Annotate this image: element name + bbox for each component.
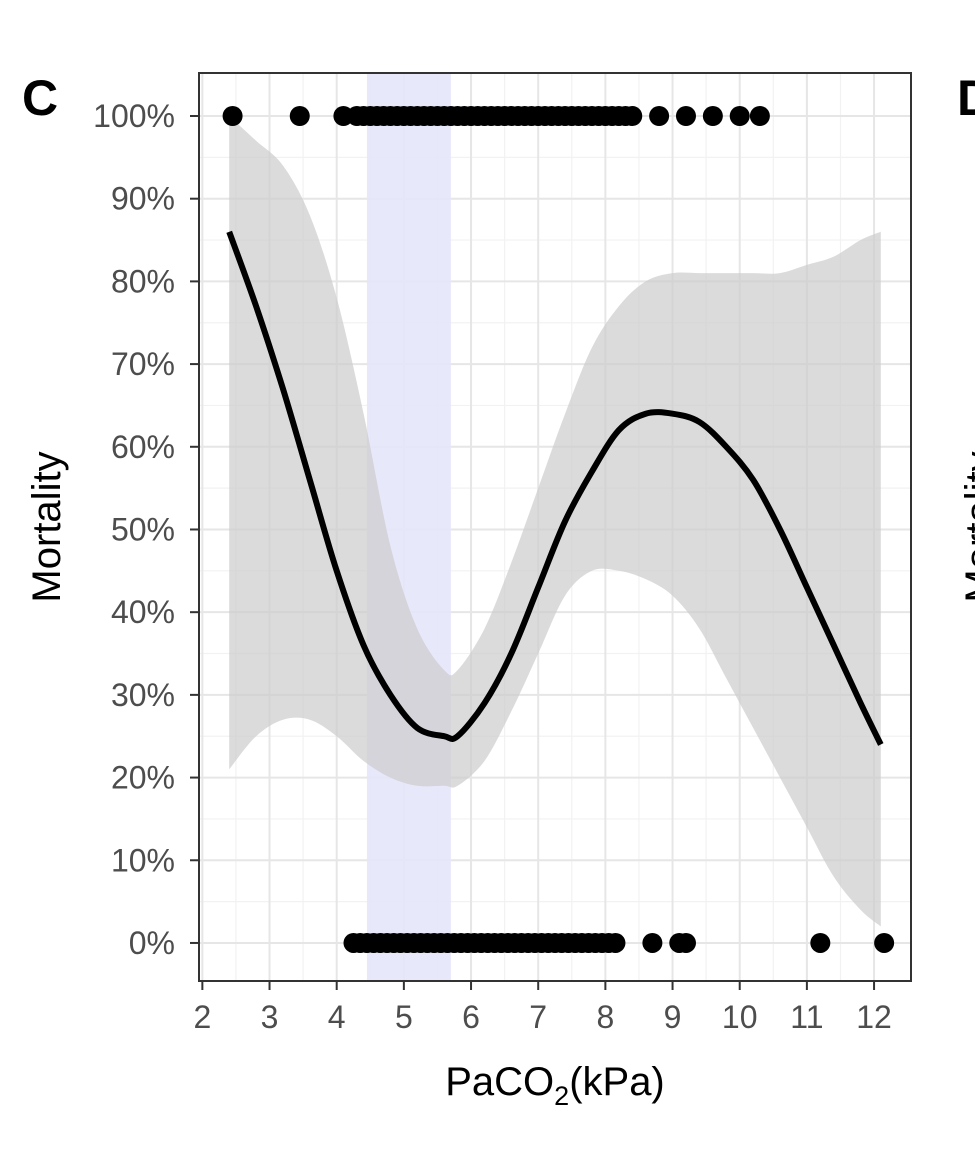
x-axis-title: PaCO2(kPa) bbox=[445, 1060, 665, 1111]
x-axis-title-unit: (kPa) bbox=[569, 1060, 665, 1104]
confidence-band bbox=[229, 116, 881, 927]
y-axis-title: Mortality bbox=[25, 451, 69, 602]
x-tick-label: 2 bbox=[193, 999, 211, 1035]
y-tick-label: 10% bbox=[111, 842, 175, 878]
point-survived bbox=[605, 932, 626, 953]
point-died bbox=[675, 106, 696, 127]
point-died bbox=[222, 106, 243, 127]
plot-border bbox=[198, 72, 912, 982]
x-tick-label: 3 bbox=[261, 999, 279, 1035]
y-tick-label: 0% bbox=[129, 925, 175, 961]
x-tick-label: 11 bbox=[790, 999, 823, 1035]
data-points bbox=[222, 106, 895, 953]
confidence-band-layer bbox=[229, 116, 881, 927]
point-survived bbox=[675, 932, 696, 953]
y-axis-ticks: 0% 10% 20% 30% 40% 50% 60% 70% 80% 90% 100% bbox=[93, 98, 199, 961]
y-tick-label: 70% bbox=[111, 346, 175, 382]
y-tick-label: 80% bbox=[111, 263, 175, 299]
y-tick-label: 30% bbox=[111, 677, 175, 713]
x-tick-label: 8 bbox=[596, 999, 614, 1035]
y-tick-label: 40% bbox=[111, 594, 175, 630]
x-tick-label: 4 bbox=[328, 999, 346, 1035]
fit-line-layer bbox=[226, 230, 884, 746]
y-tick-label: 90% bbox=[111, 181, 175, 217]
x-axis-title-subscript: 2 bbox=[554, 1081, 569, 1111]
next-panel-letter: D bbox=[957, 70, 975, 126]
point-died bbox=[702, 106, 723, 127]
point-survived bbox=[642, 932, 663, 953]
point-died bbox=[729, 106, 750, 127]
y-tick-label: 50% bbox=[111, 511, 175, 547]
x-tick-label: 6 bbox=[462, 999, 480, 1035]
smooth-fit-line bbox=[226, 230, 884, 746]
x-tick-label: 12 bbox=[856, 999, 892, 1035]
x-axis-title-main: PaCO bbox=[445, 1060, 554, 1104]
y-tick-label: 20% bbox=[111, 760, 175, 796]
y-tick-label: 60% bbox=[111, 429, 175, 465]
next-panel-y-axis-title: Mortality bbox=[958, 451, 975, 602]
x-axis-ticks: 2 3 4 5 6 7 8 9 10 11 12 bbox=[193, 981, 892, 1035]
point-died bbox=[749, 106, 770, 127]
point-survived bbox=[874, 932, 895, 953]
x-tick-label: 5 bbox=[395, 999, 413, 1035]
point-survived bbox=[810, 932, 831, 953]
point-died bbox=[649, 106, 670, 127]
panel-letter: C bbox=[22, 70, 58, 126]
y-tick-label: 100% bbox=[93, 98, 175, 134]
x-tick-label: 9 bbox=[664, 999, 682, 1035]
x-tick-label: 7 bbox=[529, 999, 547, 1035]
x-tick-label: 10 bbox=[722, 999, 758, 1035]
point-died bbox=[622, 106, 643, 127]
point-died bbox=[289, 106, 310, 127]
